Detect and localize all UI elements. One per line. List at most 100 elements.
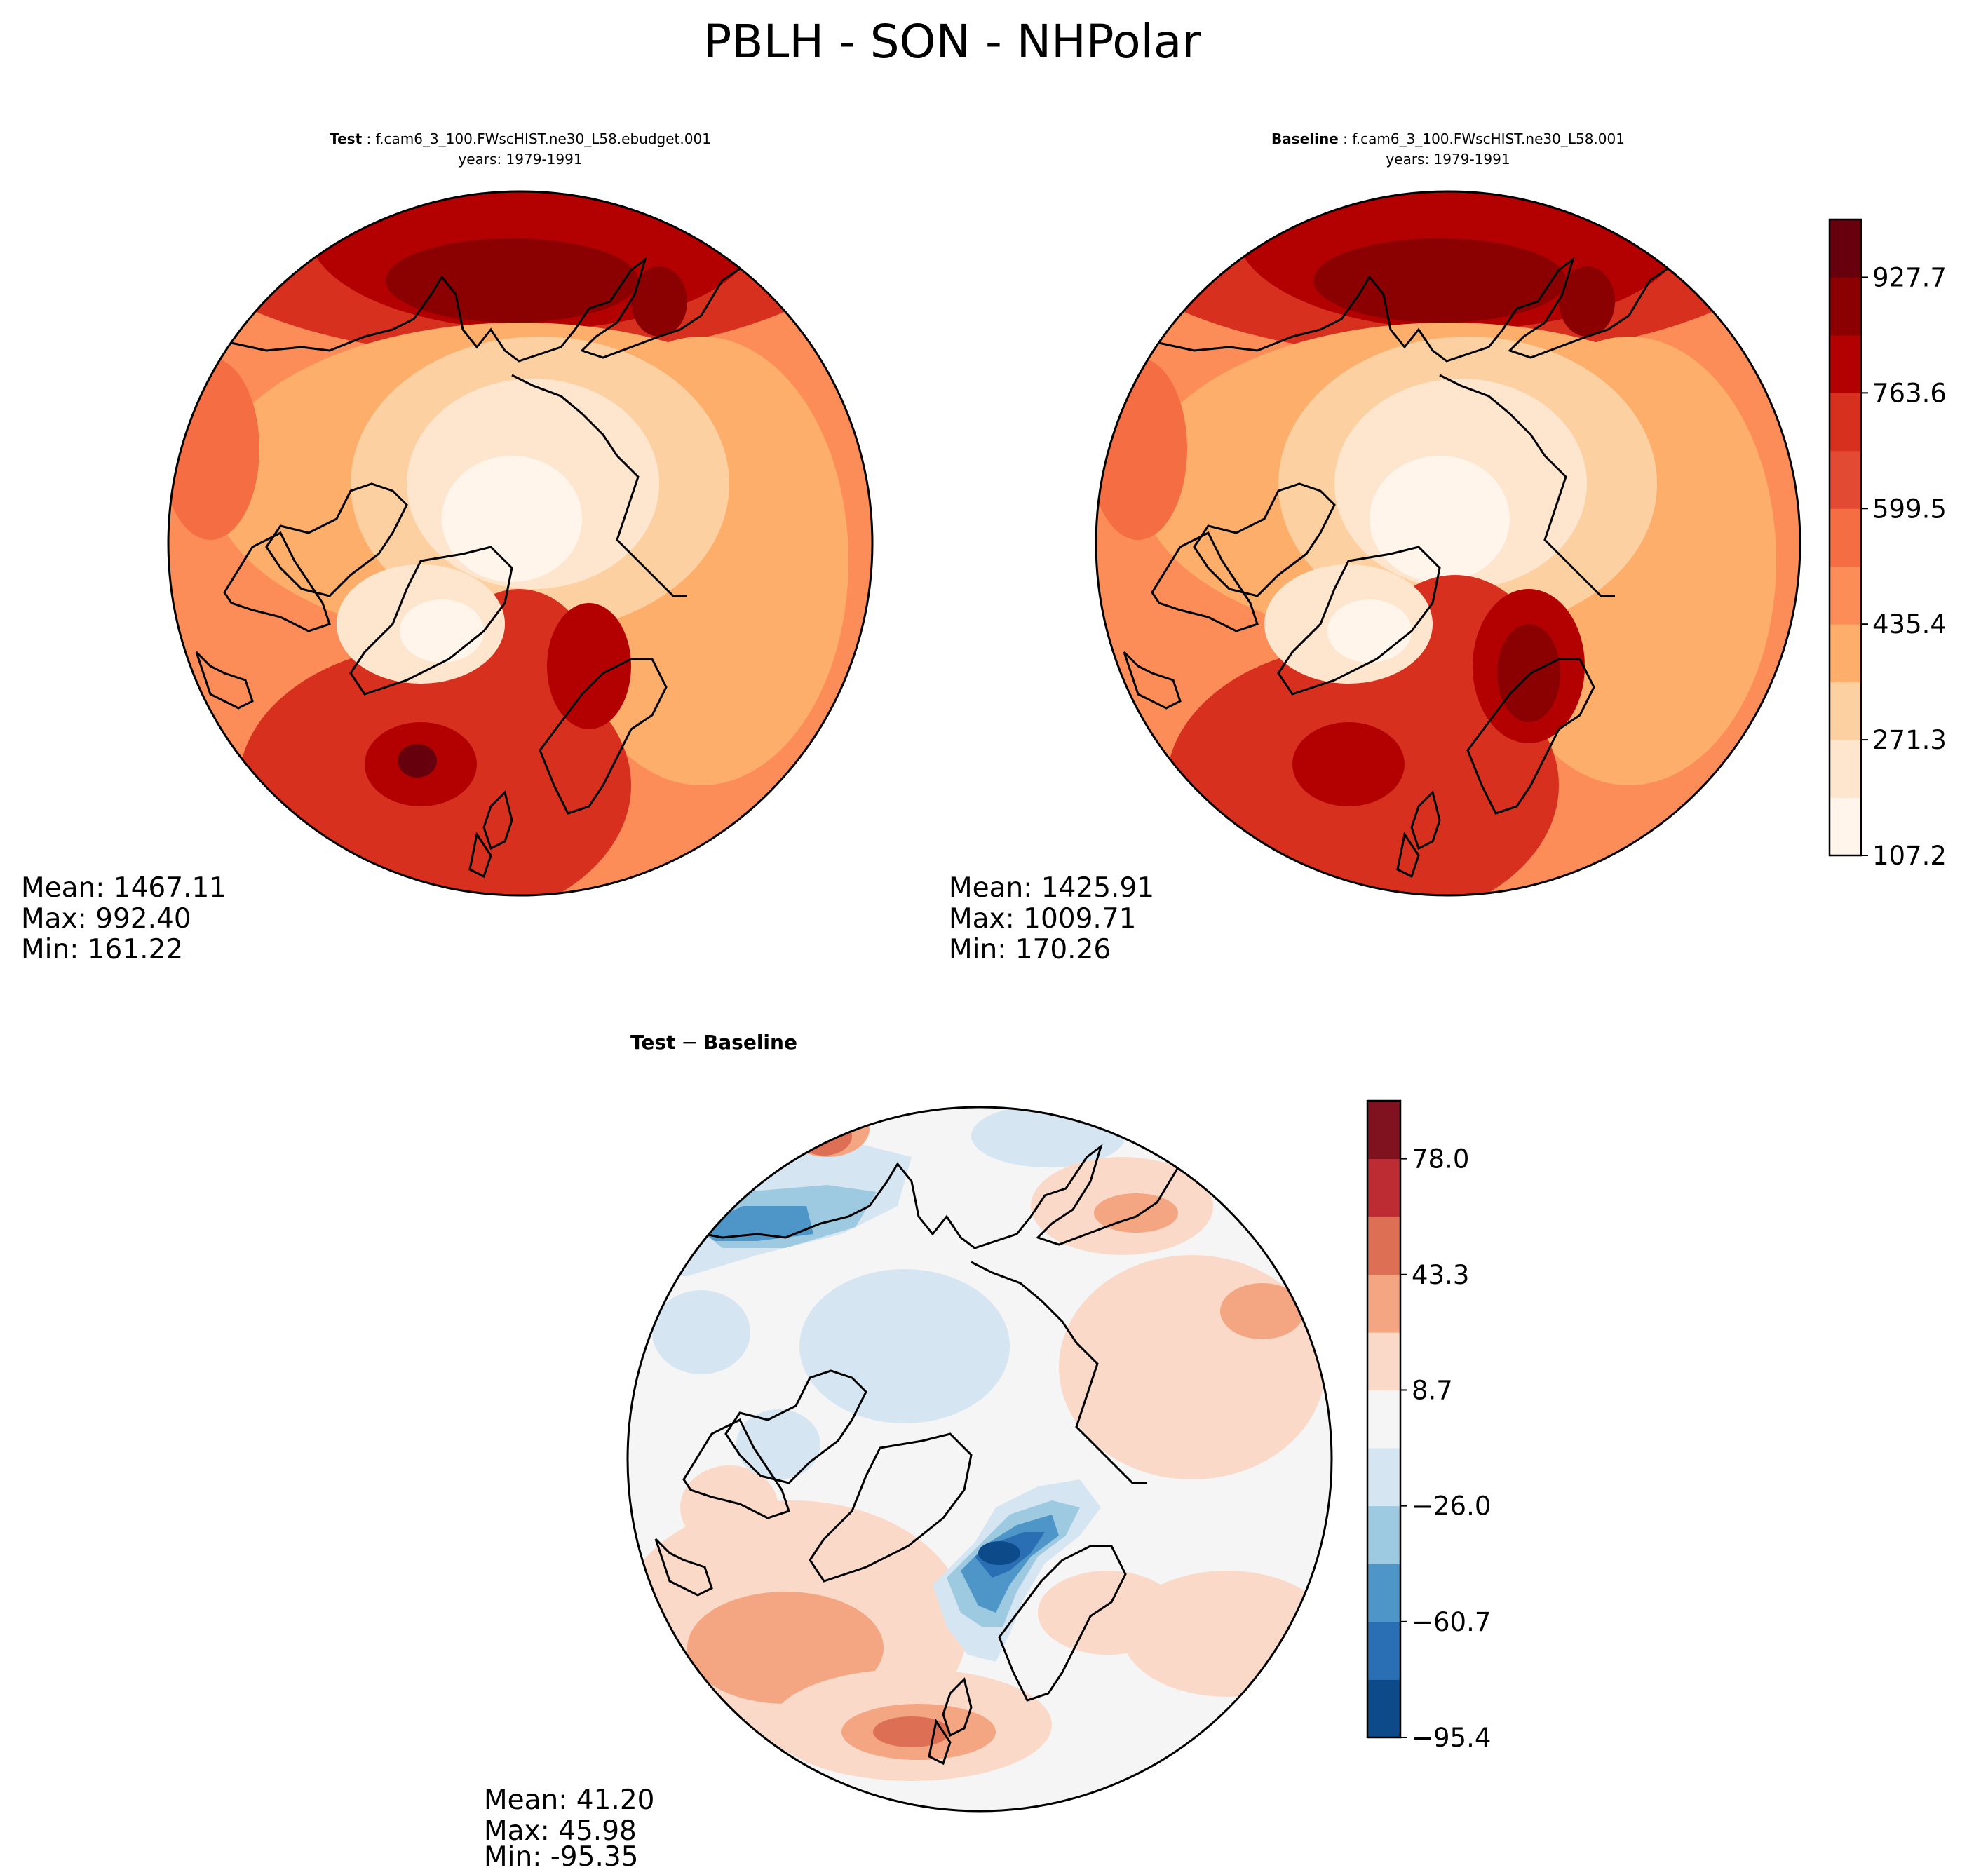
field-contour	[1497, 624, 1560, 722]
colorbar-swatch	[1367, 1621, 1400, 1680]
stat-max: Max: 992.40	[21, 903, 191, 935]
panel-diff: Test − Baseline	[484, 1031, 1333, 1870]
panel-test-case: f.cam6_3_100.FWscHIST.ne30_L58.ebudget.0…	[376, 130, 711, 147]
colorbar-swatch	[1830, 219, 1861, 278]
field-contour	[799, 1269, 1010, 1423]
field-contour	[386, 238, 638, 323]
colorbar-swatch	[1830, 624, 1861, 683]
panel-diff-title: Test − Baseline	[630, 1031, 797, 1054]
colorbar-tick-label: 763.6	[1872, 378, 1947, 408]
coastline	[1123, 651, 1182, 710]
coastline	[654, 1538, 713, 1597]
colorbar-swatch	[1830, 566, 1861, 625]
colorbar-tick-label: −26.0	[1412, 1491, 1491, 1522]
field-contour	[400, 599, 484, 663]
colorbar-swatch	[1367, 1101, 1400, 1160]
stat-min: Min: 161.22	[21, 934, 183, 966]
field-contour	[736, 1409, 820, 1479]
colorbar-swatch	[1367, 1679, 1400, 1738]
panel-test-title-sep: :	[362, 130, 375, 147]
field-contour	[1038, 1571, 1178, 1655]
coastline	[195, 651, 254, 710]
colorbar-bottom-frame	[1366, 1099, 1402, 1739]
field-contour	[1313, 238, 1566, 323]
coastline	[223, 531, 331, 632]
colorbar-swatch	[1830, 682, 1861, 740]
colorbar-tick-label: 435.4	[1872, 609, 1947, 639]
panel-test-title: Test : f.cam6_3_100.FWscHIST.ne30_L58.eb…	[330, 130, 711, 147]
coastline	[1396, 790, 1441, 879]
colorbar-swatch	[1367, 1158, 1400, 1217]
panel-diff-title-bold: Test	[630, 1031, 675, 1054]
field-contour	[547, 603, 631, 729]
coastline	[1277, 546, 1441, 696]
panel-test-years: years: 1979-1991	[458, 151, 582, 168]
colorbar-swatch	[1830, 450, 1861, 509]
field-contour	[1370, 456, 1510, 582]
coastline	[1193, 482, 1336, 597]
colorbar-tick-label: −95.4	[1412, 1723, 1491, 1753]
colorbar-top-frame	[1828, 218, 1862, 857]
panel-diff-title-bold2: Baseline	[703, 1031, 797, 1054]
colorbar-swatch	[1367, 1332, 1400, 1390]
colorbar-top-ticks: 107.2 271.3 435.4 599.5 763.6 927.7	[1861, 262, 1947, 871]
field-contour	[1096, 358, 1187, 540]
field-contour	[1327, 599, 1412, 663]
figure-title: PBLH - SON - NHPolar	[704, 15, 1202, 69]
coastline	[682, 1418, 790, 1519]
field-contour	[680, 1465, 778, 1550]
colorbar-swatch	[1830, 740, 1861, 799]
coastline	[227, 257, 765, 363]
field-contour	[168, 358, 259, 540]
coastline	[1466, 658, 1595, 815]
colorbar-bottom-swatches	[1367, 1101, 1400, 1738]
coastline	[1151, 531, 1259, 632]
panel-test-map	[168, 191, 872, 895]
stat-max: Max: 1009.71	[949, 903, 1136, 935]
stat-min: Min: -95.35	[484, 1841, 638, 1870]
field-contour	[687, 1592, 884, 1704]
colorbar-tick-label: 107.2	[1872, 841, 1947, 871]
coastline	[265, 482, 408, 597]
coastline	[468, 790, 513, 879]
field-contour	[796, 1116, 852, 1156]
colorbar-swatch	[1830, 797, 1861, 856]
colorbar-swatch	[1367, 1217, 1400, 1275]
field-contour	[978, 1541, 1020, 1565]
field-contour	[398, 744, 437, 778]
colorbar-swatch	[1367, 1274, 1400, 1333]
colorbar-bottom: −95.4 −60.7 −26.0 8.7 43.3 78.0	[1366, 1099, 1491, 1753]
panel-test: Test : f.cam6_3_100.FWscHIST.ne30_L58.eb…	[21, 130, 874, 966]
coastline	[971, 1261, 1147, 1484]
stat-mean: Mean: 41.20	[484, 1784, 654, 1816]
field-contour	[1559, 266, 1615, 337]
colorbar-top: 107.2 271.3 435.4 599.5 763.6 927.7	[1828, 218, 1947, 871]
coastline	[998, 1545, 1127, 1702]
map-border	[167, 190, 874, 897]
colorbar-tick-label: 271.3	[1872, 725, 1947, 755]
panel-baseline-case: f.cam6_3_100.FWscHIST.ne30_L58.001	[1352, 130, 1625, 147]
panel-baseline: Baseline : f.cam6_3_100.FWscHIST.ne30_L5…	[949, 130, 1801, 966]
colorbar-swatch	[1830, 277, 1861, 336]
panel-baseline-title: Baseline : f.cam6_3_100.FWscHIST.ne30_L5…	[1271, 130, 1625, 147]
coastline	[539, 658, 668, 815]
colorbar-tick-label: 43.3	[1412, 1260, 1469, 1290]
coastline	[511, 374, 687, 597]
colorbar-tick-label: 8.7	[1412, 1375, 1453, 1405]
map-border	[626, 1106, 1333, 1813]
stat-min: Min: 170.26	[949, 934, 1111, 966]
map-border	[1095, 190, 1801, 897]
colorbar-tick-label: 927.7	[1872, 262, 1947, 292]
colorbar-swatch	[1367, 1505, 1400, 1564]
colorbar-top-swatches	[1830, 219, 1861, 856]
stat-mean: Mean: 1467.11	[21, 872, 226, 904]
coastline	[1439, 374, 1615, 597]
panel-test-title-bold: Test	[330, 130, 362, 147]
stat-mean: Mean: 1425.91	[949, 872, 1154, 904]
colorbar-swatch	[1367, 1448, 1400, 1507]
panel-baseline-title-sep: :	[1339, 130, 1352, 147]
colorbar-swatch	[1830, 508, 1861, 567]
stat-max: Max: 45.98	[484, 1815, 637, 1847]
field-contour	[873, 1716, 950, 1747]
